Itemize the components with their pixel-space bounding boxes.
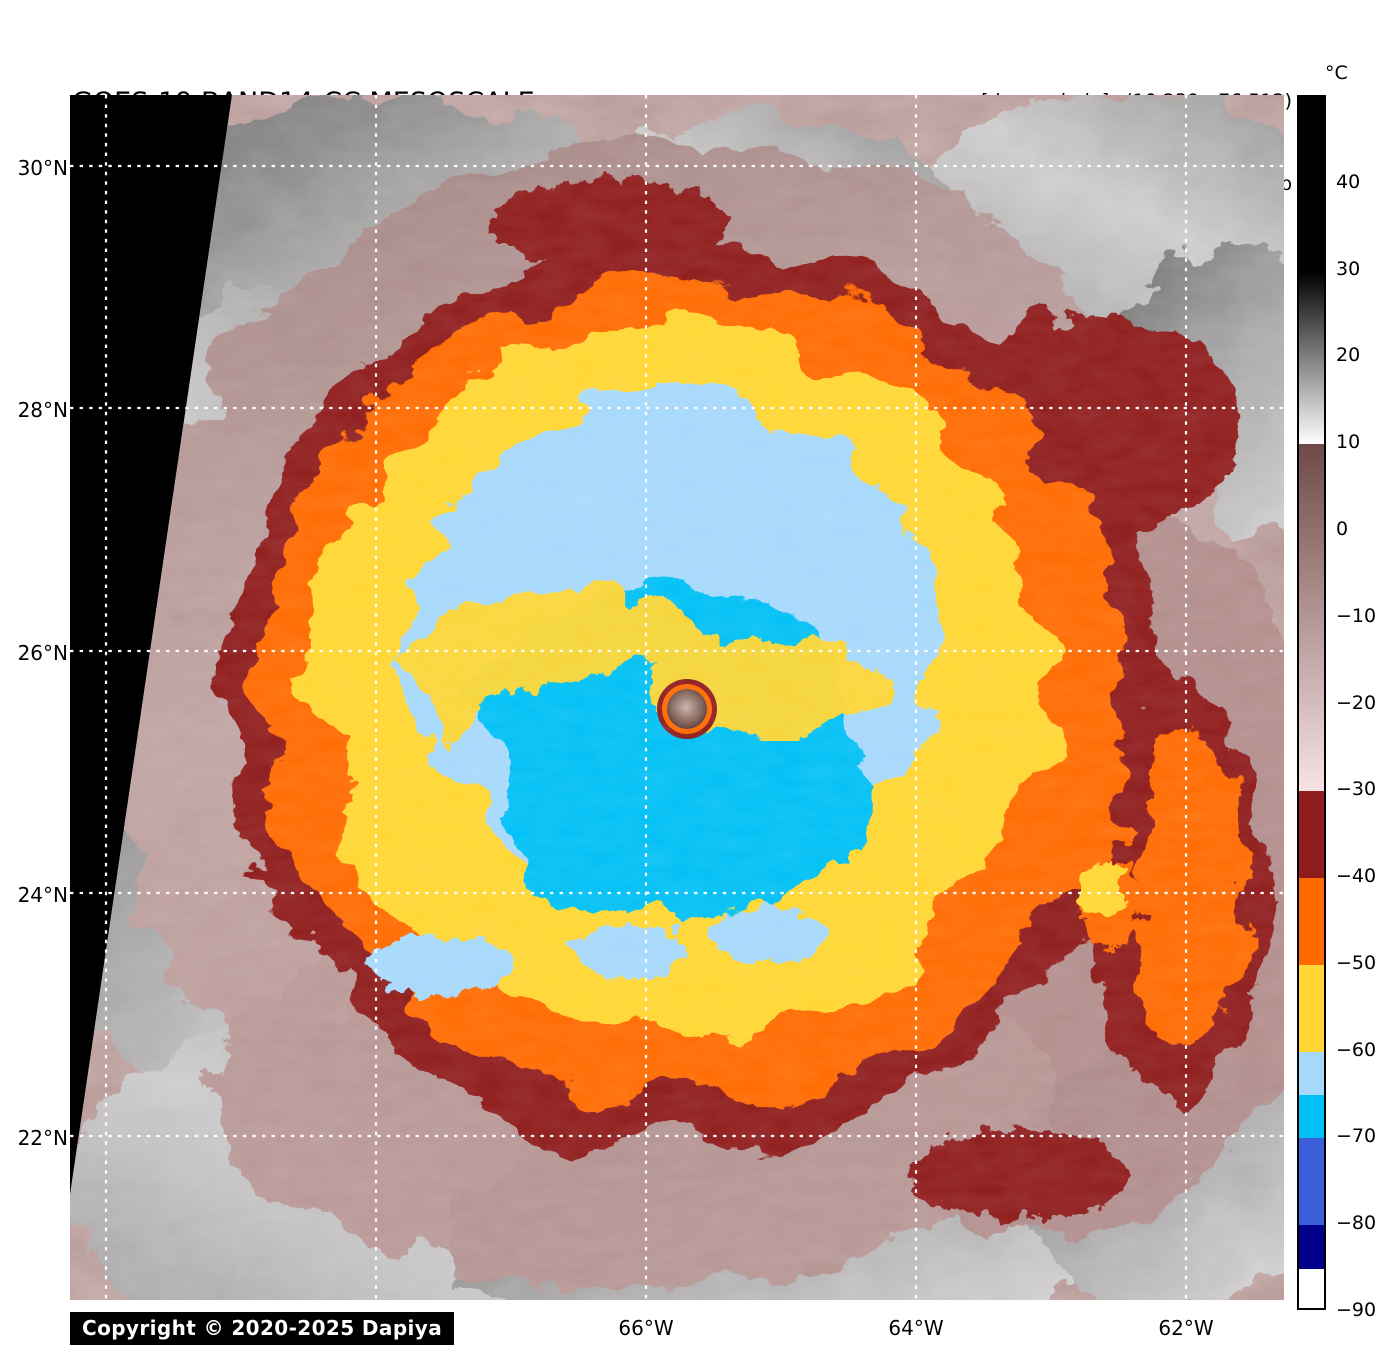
gridlines [70,95,1284,1300]
lat-tick-26n: 26°N [17,641,68,665]
colorbar-tick--40: −40 [1336,865,1377,888]
lon-tick-66w: 66°W [618,1316,674,1340]
colorbar-band [1299,444,1324,792]
colorbar-tick--50: −50 [1336,951,1377,974]
colorbar-band [1299,270,1324,445]
colorbar-band [1299,97,1324,271]
colorbar-band [1299,878,1324,965]
colorbar-tick--70: −70 [1336,1125,1377,1148]
colorbar-band [1299,1051,1324,1096]
imagery-sector [70,95,1284,1300]
satellite-imagery [70,95,1284,1300]
colorbar-tick--80: −80 [1336,1212,1377,1235]
lon-tick-62w: 62°W [1158,1316,1214,1340]
colorbar-tick-20: 20 [1336,344,1361,367]
lat-tick-22n: 22°N [17,1126,68,1150]
colorbar [1297,95,1326,1310]
colorbar-band [1299,964,1324,1052]
lon-tick-64w: 64°W [888,1316,944,1340]
colorbar-tick-30: 30 [1336,257,1361,280]
colorbar-band [1299,1225,1324,1269]
colorbar-tick-0: 0 [1336,517,1349,540]
colorbar-tick--20: −20 [1336,691,1377,714]
colorbar-band [1299,1095,1324,1139]
colorbar-band [1299,1138,1324,1226]
colorbar-tick--10: −10 [1336,604,1377,627]
copyright-watermark: Copyright © 2020-2025 Dapiya [70,1312,455,1345]
colorbar-band [1299,791,1324,879]
colorbar-tick--90: −90 [1336,1299,1377,1321]
colorbar-tick-40: 40 [1336,170,1361,193]
colorbar-tick--30: −30 [1336,778,1377,801]
colorbar-tick-10: 10 [1336,431,1361,454]
colorbar-unit-label: °C [1325,62,1348,84]
colorbar-tick--60: −60 [1336,1038,1377,1061]
lat-tick-24n: 24°N [17,883,68,907]
lat-tick-28n: 28°N [17,398,68,422]
lat-tick-30n: 30°N [17,156,68,180]
satellite-image-panel [70,95,1284,1300]
